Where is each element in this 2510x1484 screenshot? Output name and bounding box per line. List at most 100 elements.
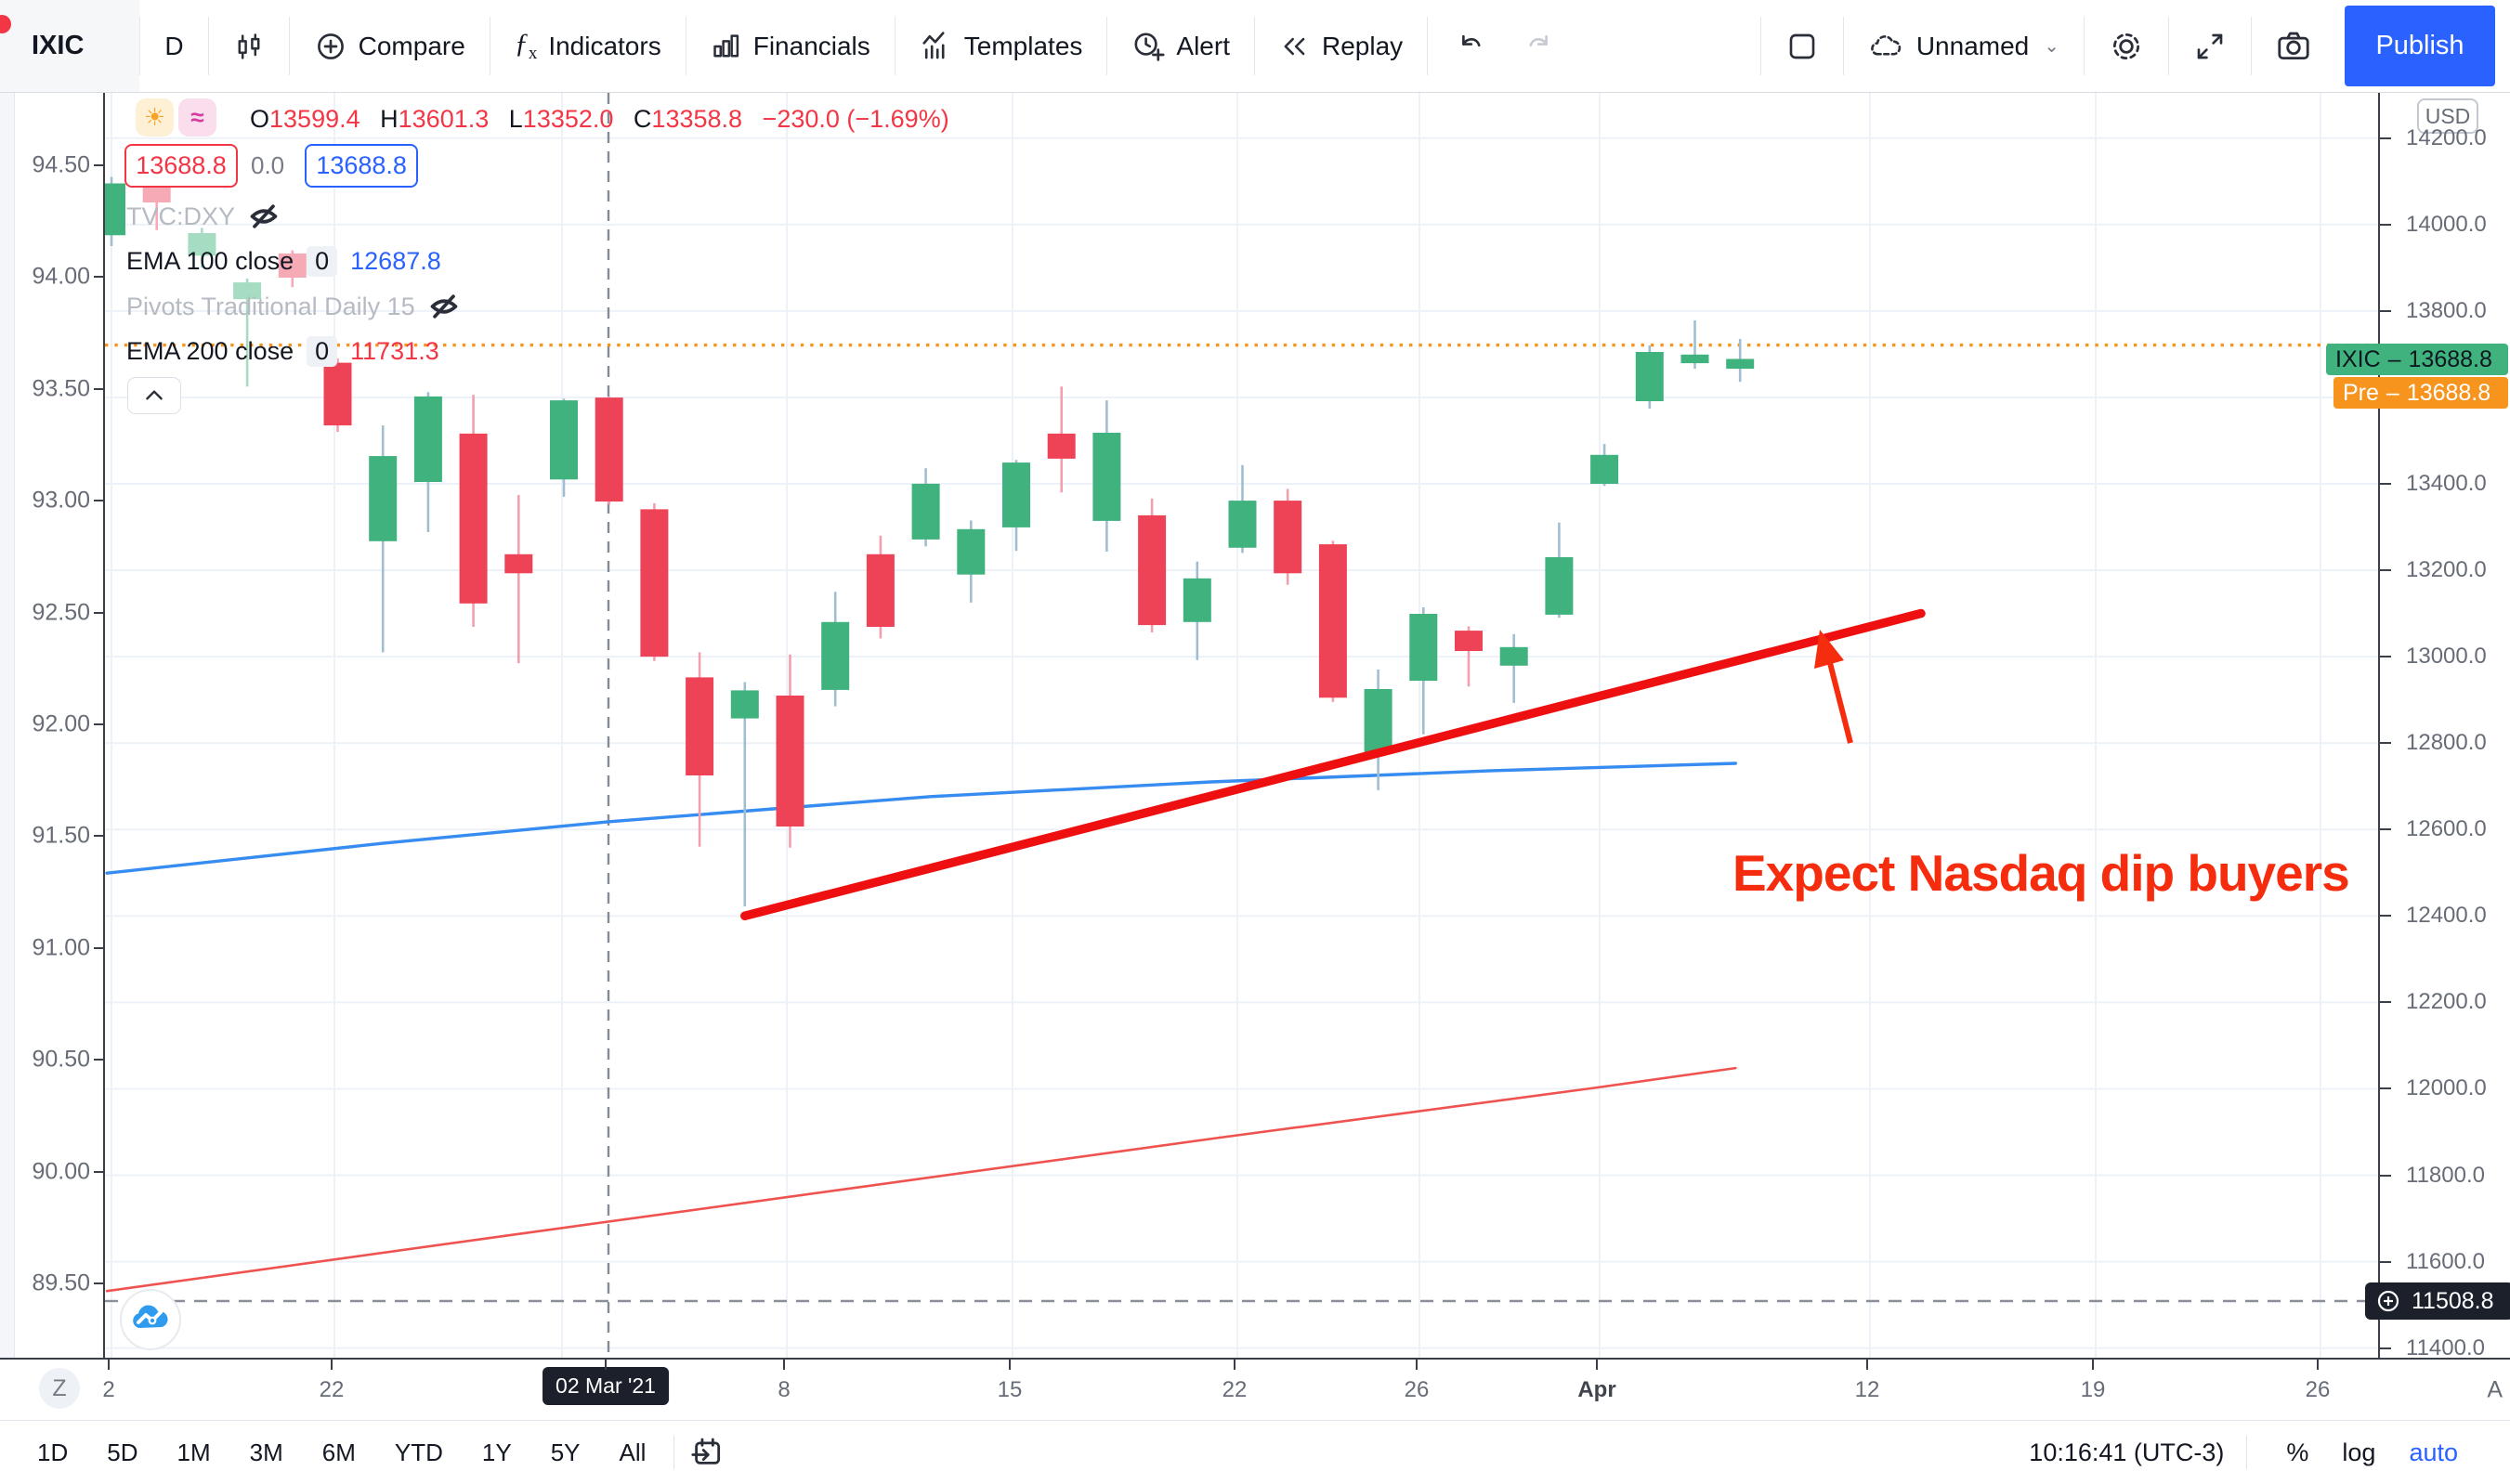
right-axis-tick: 12000.0	[2406, 1075, 2487, 1101]
templates-button[interactable]: Templates	[895, 0, 1107, 92]
range-button-1y[interactable]: 1Y	[469, 1431, 525, 1475]
candle	[1635, 345, 1664, 409]
tradingview-logo-stamp[interactable]	[120, 1289, 181, 1350]
candle	[1318, 540, 1347, 702]
candle	[278, 250, 307, 288]
eye-off-icon[interactable]	[428, 293, 460, 320]
alarm-clock-icon	[1131, 30, 1165, 63]
approx-badge-icon[interactable]: ≈	[178, 98, 216, 137]
alert-button[interactable]: Alert	[1107, 0, 1254, 92]
range-button-all[interactable]: All	[607, 1431, 660, 1475]
candle	[459, 395, 488, 627]
crosshair-price-tag[interactable]: 11508.8	[2365, 1282, 2510, 1320]
candle	[1138, 498, 1167, 632]
price-chart[interactable]	[105, 93, 2378, 1358]
annotation-text[interactable]: Expect Nasdaq dip buyers	[1732, 844, 2350, 902]
chart-plot-area[interactable]: Expect Nasdaq dip buyers ☀ ≈ O13599.4 H1…	[105, 93, 2378, 1358]
range-button-5y[interactable]: 5Y	[538, 1431, 594, 1475]
left-axis-tick: 89.50	[32, 1269, 90, 1296]
price-box-middle-value: 0.0	[251, 151, 285, 179]
candle	[1680, 320, 1709, 370]
indicators-button[interactable]: ƒx Indicators	[514, 28, 661, 63]
left-axis-tick: 93.00	[32, 487, 90, 514]
save-layout-button[interactable]: Unnamed ⌄	[1844, 0, 2084, 92]
legend-row[interactable]: TVC:DXY	[126, 194, 280, 239]
time-axis-label: Apr	[1577, 1376, 1616, 1402]
time-axis-label: 12	[1854, 1376, 1880, 1402]
interval-button[interactable]: D	[164, 31, 184, 60]
currency-badge[interactable]: USD	[2417, 98, 2478, 134]
right-axis-tick: 11400.0	[2406, 1334, 2485, 1360]
sun-badge-icon[interactable]: ☀	[136, 98, 174, 137]
candle	[1274, 488, 1302, 585]
right-price-axis[interactable]: USD 14200.0 14000.0 13800.0 13600.0 1340…	[2326, 93, 2510, 1360]
timezone-badge[interactable]: Z	[39, 1368, 80, 1409]
layout-button[interactable]	[1761, 0, 1843, 92]
right-axis-tick: 12600.0	[2406, 816, 2487, 842]
candle	[369, 425, 398, 653]
candle	[821, 592, 850, 707]
compare-button[interactable]: Compare	[290, 0, 490, 92]
right-axis-tick: 13000.0	[2406, 644, 2487, 670]
publish-button[interactable]: Publish	[2345, 6, 2495, 86]
range-button-1d[interactable]: 1D	[24, 1431, 81, 1475]
candle	[1455, 626, 1483, 687]
legend-row[interactable]: Pivots Traditional Daily 15	[126, 284, 460, 329]
auto-scale-button[interactable]: auto	[2392, 1433, 2475, 1473]
compare-plus-icon	[314, 30, 347, 63]
financials-button[interactable]: Financials	[686, 0, 895, 92]
chart-style-button[interactable]	[209, 0, 289, 92]
bottom-toolbar: 1D 5D 1M 3M 6M YTD 1Y 5Y All 10:16:41 (UTC-3) % …	[0, 1420, 2510, 1484]
replay-button[interactable]: Replay	[1255, 0, 1427, 92]
candle	[550, 398, 578, 497]
right-axis-tick: 14200.0	[2406, 124, 2487, 150]
ema-line	[105, 1066, 1737, 1293]
replay-icon	[1279, 31, 1311, 62]
candle	[1183, 561, 1211, 660]
legend-row[interactable]: EMA 200 close 0 11731.3	[126, 336, 439, 367]
range-button-5d[interactable]: 5D	[94, 1431, 150, 1475]
left-axis-tick: 92.50	[32, 599, 90, 626]
candle	[1726, 339, 1755, 383]
candle	[504, 495, 533, 664]
legend-collapse-button[interactable]	[127, 377, 181, 414]
go-to-date-button[interactable]	[689, 1435, 725, 1470]
candle	[323, 358, 352, 433]
log-scale-button[interactable]: log	[2325, 1433, 2392, 1473]
layout-square-icon	[1785, 30, 1819, 63]
last-price-tag: IXIC –13688.8	[2326, 344, 2508, 375]
left-axis-tick: 93.50	[32, 375, 90, 402]
price-box-blue[interactable]: 13688.8	[305, 144, 419, 188]
eye-off-icon[interactable]	[248, 202, 280, 230]
left-price-axis[interactable]: 94.50 94.00 93.50 93.00 92.50 92.00 91.5…	[15, 93, 105, 1358]
templates-icon	[920, 30, 953, 63]
range-button-6m[interactable]: 6M	[309, 1431, 369, 1475]
range-button-1m[interactable]: 1M	[164, 1431, 224, 1475]
undo-button[interactable]	[1456, 30, 1489, 63]
percent-scale-button[interactable]: %	[2269, 1433, 2325, 1473]
candle	[686, 652, 714, 847]
fullscreen-icon	[2193, 30, 2227, 63]
symbol-search-button[interactable]: IXIC	[0, 0, 140, 92]
right-axis-tick: 11800.0	[2406, 1162, 2485, 1188]
clock-readout[interactable]: 10:16:41 (UTC-3)	[2029, 1438, 2225, 1466]
legend-row[interactable]: EMA 100 close 0 12687.8	[126, 246, 441, 277]
time-axis[interactable]: Z 02 Mar '21 A 2 22 8 15 22 26 Apr 12 19…	[0, 1358, 2510, 1420]
right-axis-tick: 12800.0	[2406, 730, 2487, 756]
fullscreen-button[interactable]	[2169, 0, 2251, 92]
settings-button[interactable]	[2085, 0, 2168, 92]
right-axis-tick: 13200.0	[2406, 557, 2487, 583]
range-button-ytd[interactable]: YTD	[382, 1431, 456, 1475]
candle	[1002, 460, 1030, 552]
time-axis-label: 26	[2305, 1376, 2331, 1402]
candle	[640, 502, 669, 661]
drawing-toolbar-edge	[0, 93, 15, 1420]
time-axis-label: 8	[778, 1376, 791, 1402]
left-axis-tick: 90.50	[32, 1046, 90, 1073]
snapshot-button[interactable]	[2252, 0, 2335, 92]
range-button-3m[interactable]: 3M	[237, 1431, 296, 1475]
redo-button[interactable]	[1521, 30, 1554, 63]
price-box-red[interactable]: 13688.8	[124, 144, 238, 188]
candle	[188, 228, 216, 268]
crosshair-date-label: 02 Mar '21	[543, 1367, 669, 1405]
